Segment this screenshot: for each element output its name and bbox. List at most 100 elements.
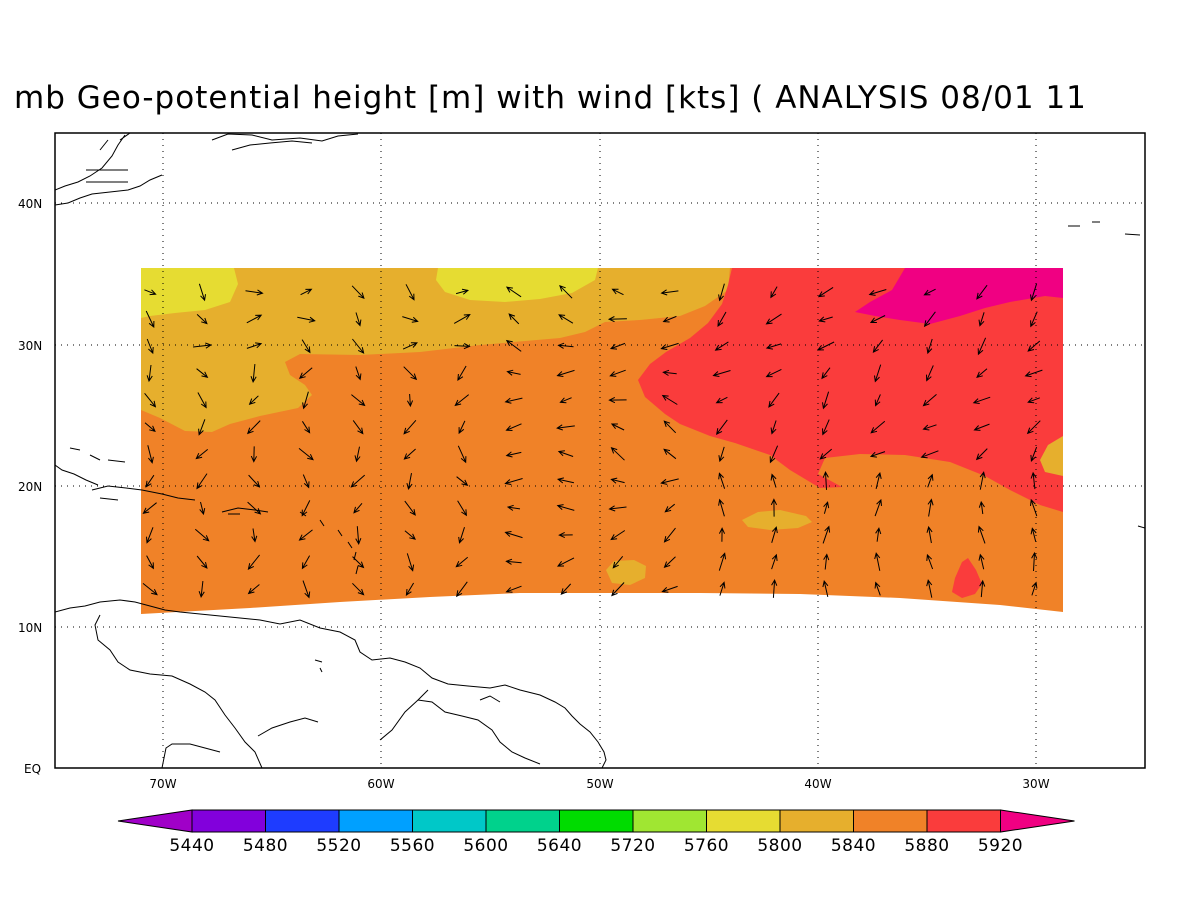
wind-arrow	[822, 525, 831, 544]
wind-arrow	[557, 342, 574, 349]
wind-arrow	[301, 500, 311, 517]
lon-axis: 70W 60W 50W 40W 30W	[149, 777, 1049, 791]
wind-arrow	[196, 473, 208, 490]
wind-arrow	[609, 342, 626, 350]
wind-arrow	[661, 585, 678, 593]
wind-arrow	[1030, 498, 1038, 517]
wind-arrow	[245, 289, 264, 296]
wind-arrow	[406, 553, 415, 572]
lon-label: 50W	[586, 777, 613, 791]
wind-arrow	[250, 364, 257, 384]
wind-arrow	[662, 369, 677, 376]
wind-arrow	[922, 424, 937, 431]
wind-arrow	[504, 397, 523, 404]
wind-arrow	[198, 419, 206, 436]
wind-arrow	[355, 312, 362, 327]
colorbar-label: 5720	[610, 836, 655, 856]
colorbar-label: 5880	[904, 836, 949, 856]
wind-arrow	[556, 424, 575, 431]
wind-arrow	[1024, 369, 1043, 378]
wind-arrow	[145, 310, 155, 329]
wind-arrow	[972, 396, 991, 404]
wind-arrow	[302, 391, 309, 410]
colorbar-swatch	[926, 809, 1001, 833]
wind-arrow	[662, 315, 677, 323]
wind-arrow	[1031, 581, 1038, 596]
wind-arrow	[508, 313, 520, 325]
lon-label: 40W	[804, 777, 831, 791]
region-5800-west	[141, 268, 238, 318]
wind-arrow	[973, 423, 990, 431]
wind-arrow	[715, 396, 728, 404]
wind-arrow	[1027, 340, 1041, 352]
colorbar-label: 5600	[463, 836, 508, 856]
wind-arrow	[453, 314, 471, 324]
wind-arrow	[870, 420, 886, 434]
lat-axis: 40N 30N 20N 10N EQ	[18, 197, 42, 776]
colorbar-swatch	[632, 809, 707, 833]
wind-arrow	[718, 472, 726, 489]
wind-arrow	[976, 368, 988, 379]
wind-arrow	[823, 553, 830, 570]
wind-arrow	[816, 341, 835, 351]
wind-arrow	[402, 316, 419, 323]
wind-arrow	[926, 525, 933, 544]
colorbar: 5440 5480 5520 5560 5600 5640 5720 5760 5800 5840…	[117, 809, 1075, 856]
wind-arrow	[403, 419, 417, 435]
lat-label: 30N	[18, 339, 42, 353]
wind-arrow	[250, 446, 258, 463]
lat-label: 20N	[18, 480, 42, 494]
wind-arrow	[247, 501, 262, 515]
wind-arrow	[247, 584, 260, 595]
wind-arrow	[199, 501, 206, 516]
region-5800-north	[436, 268, 598, 302]
wind-arrow	[610, 447, 625, 461]
wind-arrow	[609, 369, 626, 377]
wind-arrow	[403, 448, 416, 460]
wind-arrow	[404, 500, 416, 516]
wind-arrow	[765, 368, 782, 378]
wind-arrow	[246, 420, 261, 435]
wind-arrow	[768, 392, 780, 408]
wind-arrow	[1030, 471, 1037, 490]
wind-arrow	[352, 556, 365, 569]
wind-arrow	[354, 446, 361, 463]
wind-arrow	[298, 367, 313, 379]
wind-arrow	[926, 579, 933, 598]
colorbar-swatch	[412, 809, 487, 833]
wind-arrow	[506, 369, 521, 376]
wind-arrow	[979, 471, 986, 490]
wind-arrow	[874, 552, 881, 571]
colorbar-swatch	[265, 809, 340, 833]
wind-arrow	[197, 392, 207, 409]
wind-arrow	[456, 581, 468, 598]
wind-arrow	[145, 474, 155, 488]
wind-arrow	[1031, 551, 1038, 572]
wind-arrow	[198, 581, 205, 599]
colorbar-upper-arrow	[1000, 809, 1075, 833]
wind-arrow	[403, 366, 418, 381]
wind-arrow	[822, 391, 830, 410]
colorbar-swatch	[559, 809, 634, 833]
wind-arrow	[457, 500, 467, 517]
wind-arrow	[765, 313, 782, 325]
wind-arrow	[454, 343, 471, 350]
wind-arrow	[558, 531, 573, 539]
lat-label: EQ	[24, 762, 41, 776]
wind-arrow	[979, 579, 986, 598]
wind-arrow	[505, 423, 522, 431]
wind-arrow	[351, 394, 366, 407]
wind-arrow	[822, 579, 829, 598]
colorbar-swatch	[779, 809, 854, 833]
wind-arrow	[663, 556, 676, 568]
wind-arrow	[353, 502, 363, 514]
wind-arrow	[818, 316, 833, 323]
colorbar-swatch	[485, 809, 560, 833]
wind-arrow	[146, 338, 154, 355]
wind-arrow	[556, 504, 575, 511]
plot-frame	[54, 132, 1146, 769]
wind-arrow	[922, 394, 937, 407]
wind-arrow	[196, 555, 208, 569]
colorbar-label: 5560	[390, 836, 435, 856]
wind-arrow	[142, 502, 157, 515]
